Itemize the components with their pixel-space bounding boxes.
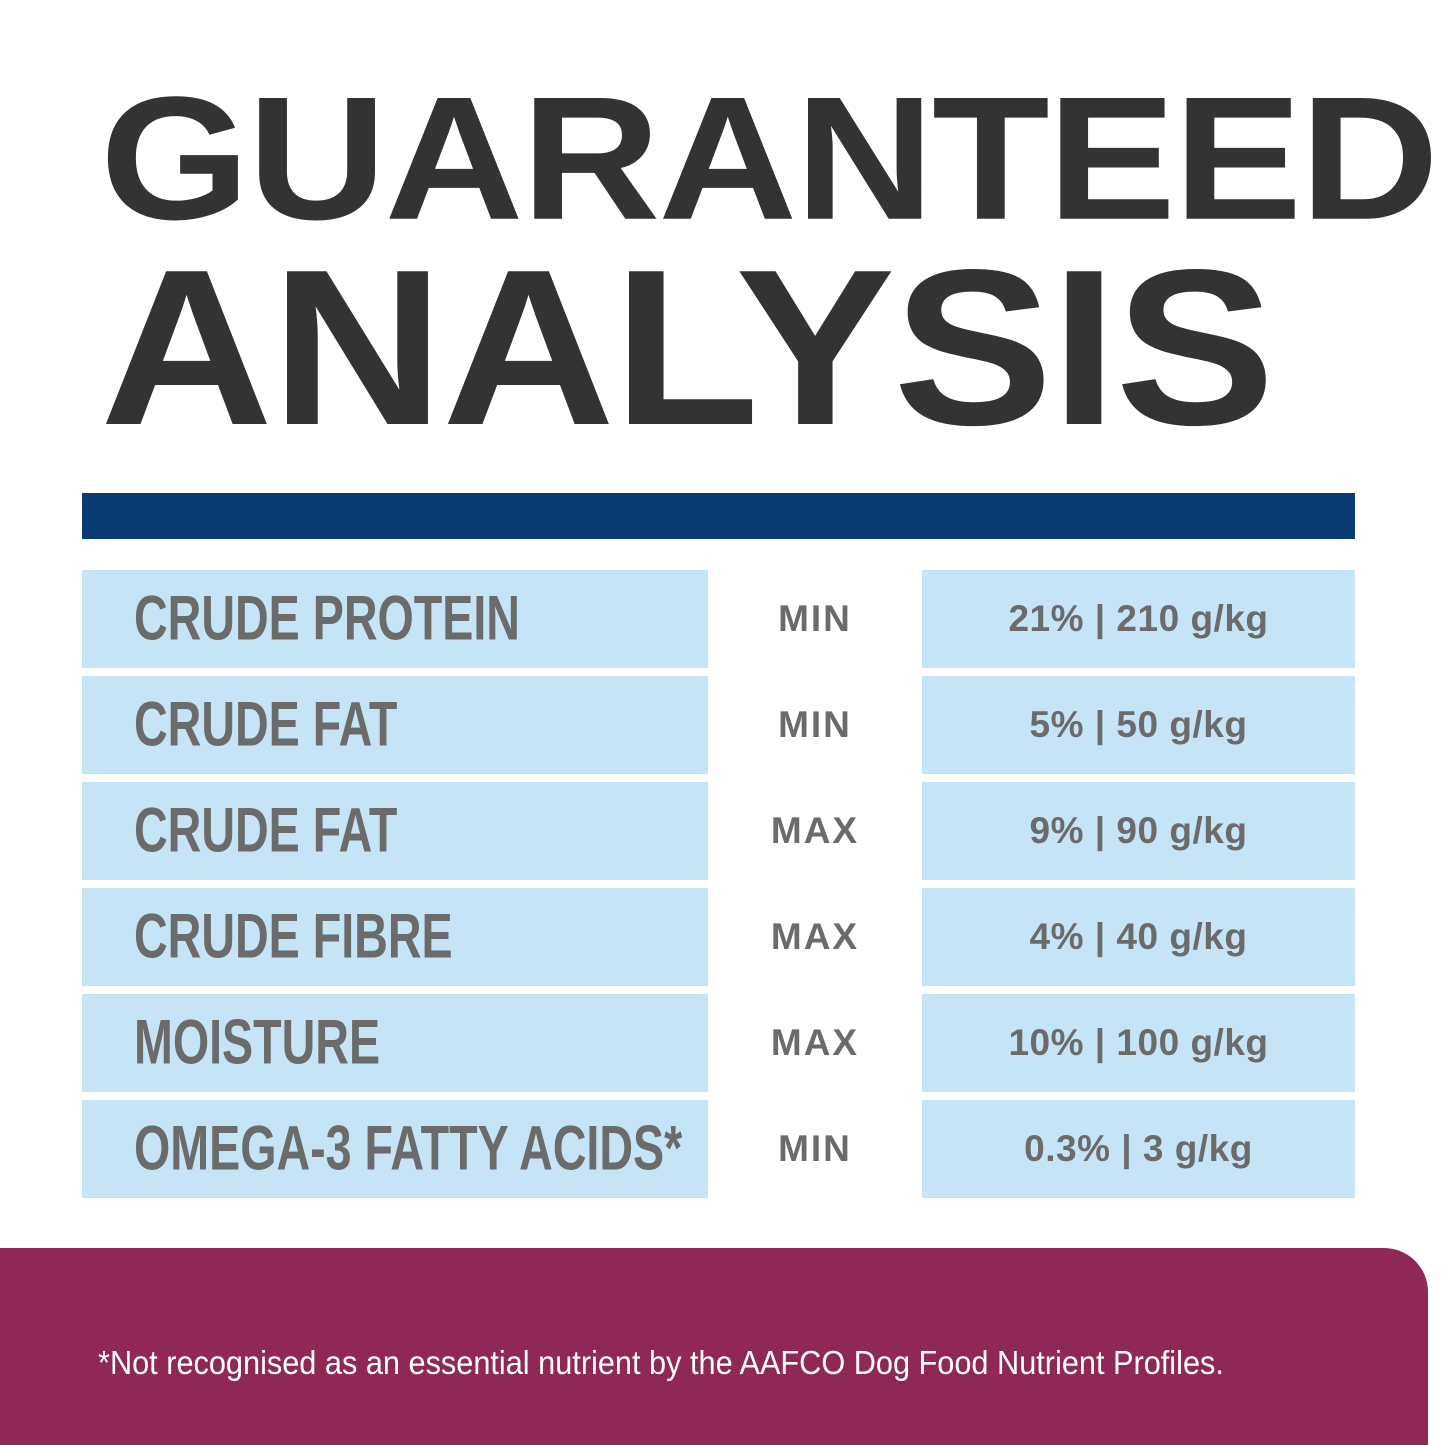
table-row: MOISTURE MAX 10% | 100 g/kg — [82, 994, 1355, 1092]
table-row: OMEGA-3 FATTY ACIDS* MIN 0.3% | 3 g/kg — [82, 1100, 1355, 1198]
amount-cell: 4% | 40 g/kg — [922, 888, 1355, 986]
nutrient-name-cell: CRUDE FIBRE — [82, 888, 708, 986]
qualifier-label: MIN — [778, 1128, 852, 1169]
qualifier-cell: MIN — [708, 570, 922, 668]
nutrition-table: CRUDE PROTEIN MIN 21% | 210 g/kg CRUDE F… — [82, 570, 1355, 1198]
navy-divider-bar — [82, 493, 1355, 539]
qualifier-cell: MAX — [708, 888, 922, 986]
amount-cell: 10% | 100 g/kg — [922, 994, 1355, 1092]
qualifier-label: MAX — [770, 810, 860, 851]
footnote-band: *Not recognised as an essential nutrient… — [0, 1248, 1428, 1445]
nutrient-name-label: MOISTURE — [134, 1007, 381, 1078]
qualifier-cell: MIN — [708, 676, 922, 774]
amount-cell: 5% | 50 g/kg — [922, 676, 1355, 774]
nutrient-name-cell: CRUDE PROTEIN — [82, 570, 708, 668]
qualifier-label: MAX — [770, 916, 860, 957]
amount-label: 0.3% | 3 g/kg — [1024, 1128, 1253, 1169]
qualifier-cell: MAX — [708, 994, 922, 1092]
amount-label: 9% | 90 g/kg — [1029, 810, 1248, 851]
nutrient-name-label: CRUDE FIBRE — [134, 901, 453, 972]
table-row: CRUDE PROTEIN MIN 21% | 210 g/kg — [82, 570, 1355, 668]
nutrient-name-label: CRUDE FAT — [134, 689, 398, 760]
nutrient-name-cell: CRUDE FAT — [82, 676, 708, 774]
nutrient-name-cell: OMEGA-3 FATTY ACIDS* — [82, 1100, 708, 1198]
nutrient-name-label: CRUDE PROTEIN — [134, 583, 520, 654]
amount-cell: 9% | 90 g/kg — [922, 782, 1355, 880]
nutrient-name-label: CRUDE FAT — [134, 795, 398, 866]
qualifier-label: MIN — [778, 704, 852, 745]
page-title-line-1: GUARANTEED — [100, 60, 1439, 257]
nutrient-name-cell: MOISTURE — [82, 994, 708, 1092]
page-title-line-2: ANALYSIS — [100, 224, 1275, 473]
footnote-text: *Not recognised as an essential nutrient… — [98, 1344, 1224, 1381]
amount-cell: 21% | 210 g/kg — [922, 570, 1355, 668]
qualifier-cell: MAX — [708, 782, 922, 880]
amount-label: 4% | 40 g/kg — [1029, 916, 1248, 957]
amount-label: 5% | 50 g/kg — [1029, 704, 1248, 745]
nutrient-name-cell: CRUDE FAT — [82, 782, 708, 880]
table-row: CRUDE FIBRE MAX 4% | 40 g/kg — [82, 888, 1355, 986]
amount-label: 10% | 100 g/kg — [1008, 1022, 1269, 1063]
table-row: CRUDE FAT MAX 9% | 90 g/kg — [82, 782, 1355, 880]
table-row: CRUDE FAT MIN 5% | 50 g/kg — [82, 676, 1355, 774]
qualifier-label: MAX — [770, 1022, 860, 1063]
qualifier-label: MIN — [778, 598, 852, 639]
nutrient-name-label: OMEGA-3 FATTY ACIDS* — [134, 1113, 683, 1184]
qualifier-cell: MIN — [708, 1100, 922, 1198]
amount-cell: 0.3% | 3 g/kg — [922, 1100, 1355, 1198]
page-title: GUARANTEED ANALYSIS — [100, 71, 1439, 460]
amount-label: 21% | 210 g/kg — [1008, 598, 1269, 639]
